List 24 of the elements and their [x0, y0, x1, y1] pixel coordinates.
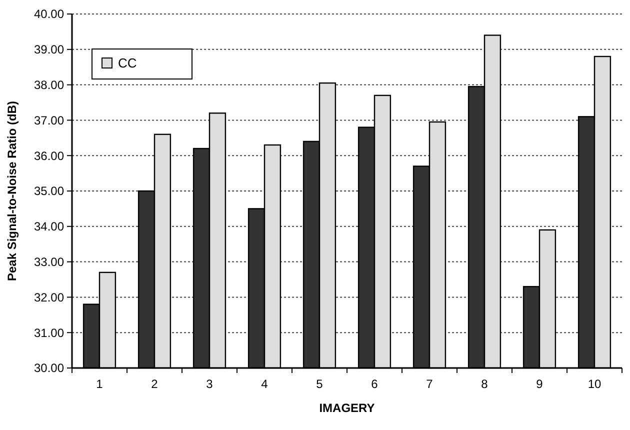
y-tick-label: 34.00: [34, 220, 64, 234]
x-tick-label: 1: [96, 377, 104, 391]
x-tick-label: 5: [316, 377, 324, 391]
legend-label: CC: [118, 56, 137, 71]
x-tick-label: 4: [261, 377, 268, 391]
x-tick-label: 8: [481, 377, 488, 391]
x-tick-label: 2: [151, 377, 158, 391]
x-tick-label: 3: [206, 377, 214, 391]
y-tick-label: 40.00: [34, 7, 64, 22]
y-tick-label: 38.00: [34, 78, 64, 92]
y-tick-label: 31.00: [34, 326, 64, 340]
y-tick-label: 37.00: [34, 113, 64, 128]
x-tick-label: 7: [426, 377, 434, 391]
x-tick-label: 6: [371, 377, 378, 391]
y-tick-label: 39.00: [34, 42, 64, 57]
y-axis-title: Peak Signal-to-Noise Ratio (dB): [5, 100, 19, 282]
x-axis-title: IMAGERY: [319, 401, 375, 415]
x-tick-label: 9: [536, 377, 544, 391]
y-tick-label: 32.00: [34, 290, 64, 304]
y-tick-label: 35.00: [34, 184, 64, 198]
y-tick-label: 33.00: [34, 255, 64, 269]
y-tick-label: 36.00: [34, 148, 64, 163]
x-tick-label: 10: [588, 377, 602, 391]
y-tick-label: 30.00: [34, 361, 64, 376]
